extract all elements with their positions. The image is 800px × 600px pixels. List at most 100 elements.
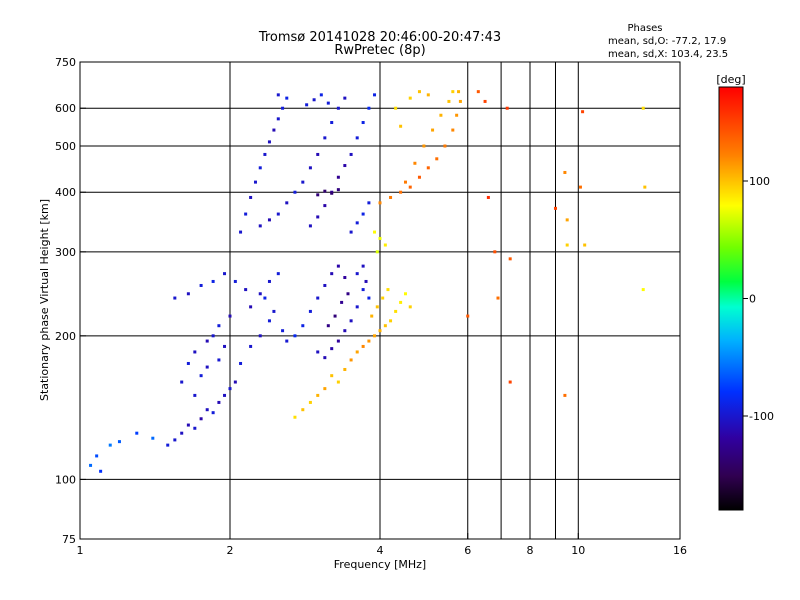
y-tick-label: 400 xyxy=(55,186,76,199)
data-point xyxy=(267,279,271,283)
data-point xyxy=(151,436,155,440)
data-point xyxy=(211,411,215,415)
data-point xyxy=(330,347,334,351)
data-point xyxy=(373,334,377,338)
data-point xyxy=(233,279,237,283)
data-point xyxy=(186,292,190,296)
data-point xyxy=(486,195,490,199)
data-point xyxy=(89,463,93,467)
data-point xyxy=(641,288,645,292)
data-point xyxy=(493,250,497,254)
data-point xyxy=(361,121,365,125)
data-point xyxy=(389,319,393,323)
data-point xyxy=(394,106,398,110)
data-point xyxy=(361,344,365,348)
data-point xyxy=(458,99,462,103)
data-point xyxy=(199,417,203,421)
data-point xyxy=(186,361,190,365)
data-point xyxy=(217,324,221,328)
phase-info-o: mean, sd,O: -77.2, 17.9 xyxy=(608,36,726,47)
data-point xyxy=(173,438,177,442)
data-point xyxy=(258,334,262,338)
data-point xyxy=(323,204,327,208)
data-point xyxy=(336,106,340,110)
data-point xyxy=(457,90,461,94)
data-point xyxy=(272,128,276,132)
data-point xyxy=(205,339,209,343)
data-point xyxy=(108,443,112,447)
data-point xyxy=(285,339,289,343)
x-tick-label: 1 xyxy=(77,544,84,557)
data-point xyxy=(316,296,320,300)
data-point xyxy=(340,300,344,304)
data-point xyxy=(361,212,365,216)
colorbar-tick-label: 0 xyxy=(749,293,756,306)
phase-info-x: mean, sd,X: 103.4, 23.5 xyxy=(608,49,728,60)
x-axis-label: Frequency [MHz] xyxy=(334,558,426,571)
colorbar-tick-label: -100 xyxy=(749,410,774,423)
data-point xyxy=(308,166,312,170)
data-point xyxy=(293,334,297,338)
data-point xyxy=(355,305,359,309)
data-point xyxy=(367,296,371,300)
data-point xyxy=(199,283,203,287)
data-point xyxy=(349,358,353,362)
data-point xyxy=(272,309,276,313)
data-point xyxy=(205,365,209,369)
data-point xyxy=(293,190,297,194)
data-point xyxy=(249,344,253,348)
data-point xyxy=(403,292,407,296)
data-point xyxy=(281,329,285,333)
data-point xyxy=(399,300,403,304)
data-point xyxy=(249,195,253,199)
data-point xyxy=(239,230,243,234)
data-point xyxy=(330,121,334,125)
data-point xyxy=(563,170,567,174)
chart-subtitle: RwPretec (8p) xyxy=(334,43,425,58)
x-tick-label: 8 xyxy=(527,544,534,557)
data-point xyxy=(399,124,403,128)
data-point xyxy=(443,144,447,148)
data-point xyxy=(426,166,430,170)
colorbar: [deg] 100 0 -100 xyxy=(716,73,774,511)
phase-info-title: Phases xyxy=(627,23,662,34)
data-point xyxy=(378,236,382,240)
data-point xyxy=(276,272,280,276)
data-point xyxy=(641,106,645,110)
data-point xyxy=(496,296,500,300)
data-point xyxy=(361,288,365,292)
data-point xyxy=(263,296,267,300)
data-point xyxy=(228,387,232,391)
y-tick-label: 300 xyxy=(55,246,76,259)
data-point xyxy=(336,339,340,343)
data-point xyxy=(343,367,347,371)
data-point xyxy=(330,191,334,195)
data-point xyxy=(326,324,330,328)
data-point xyxy=(349,319,353,323)
data-point xyxy=(308,400,312,404)
data-point xyxy=(399,190,403,194)
data-point xyxy=(285,96,289,100)
data-point xyxy=(323,387,327,391)
data-point xyxy=(117,440,121,444)
data-point xyxy=(439,113,443,117)
data-point xyxy=(305,103,309,107)
data-point xyxy=(422,144,426,148)
data-point xyxy=(166,443,170,447)
data-point xyxy=(355,136,359,140)
x-tick-label: 4 xyxy=(377,544,384,557)
data-point xyxy=(361,264,365,268)
data-point xyxy=(323,356,327,360)
data-point xyxy=(293,415,297,419)
data-point xyxy=(417,90,421,94)
data-point xyxy=(267,319,271,323)
data-point xyxy=(346,292,350,296)
data-point xyxy=(323,136,327,140)
data-point xyxy=(316,152,320,156)
data-point xyxy=(135,431,139,435)
data-point xyxy=(563,393,567,397)
data-point xyxy=(336,188,340,192)
data-point xyxy=(343,329,347,333)
data-point xyxy=(233,380,237,384)
